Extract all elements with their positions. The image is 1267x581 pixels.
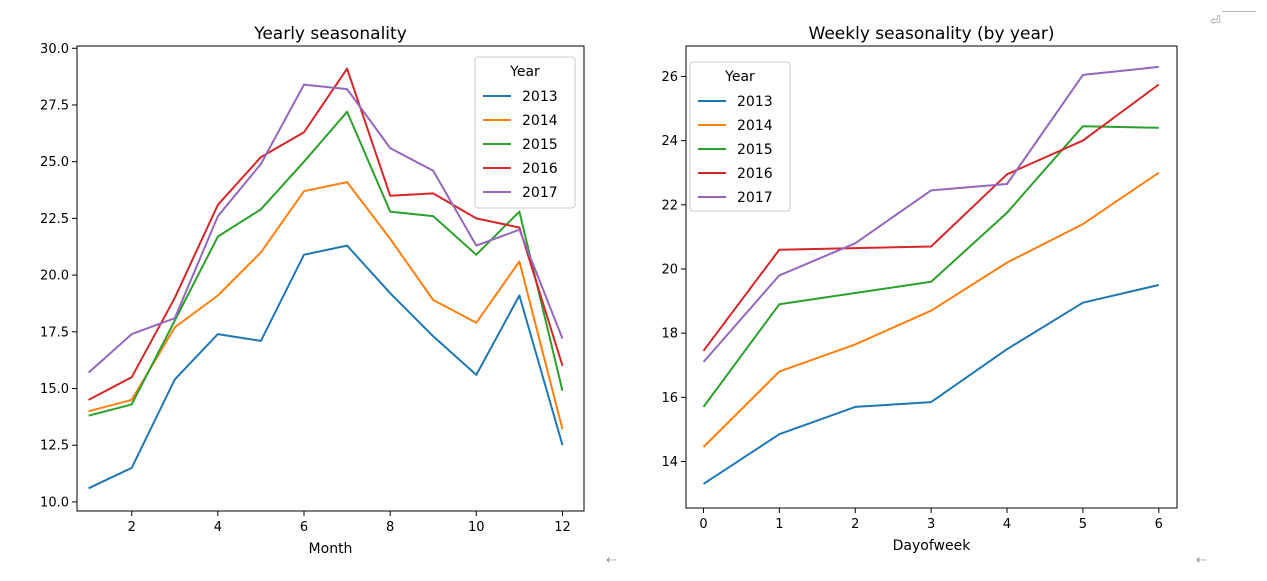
series-line-2015 (88, 110, 564, 417)
x-tick-label: 10 (468, 520, 485, 535)
series-line-2015 (702, 125, 1159, 408)
legend-label-2017: 2017 (737, 190, 773, 206)
legend-title: Year (724, 69, 755, 85)
x-tick-label: 2 (128, 520, 136, 535)
return-icon: ⏎ (1210, 14, 1221, 29)
legend-label-2014: 2014 (737, 118, 773, 134)
y-tick-label: 30.0 (40, 42, 69, 57)
y-tick-label: 22 (661, 198, 678, 213)
yearly-seasonality-chart: Yearly seasonality 2 4 6 8 10 12 10.0 12.5 15.0 17… (40, 24, 585, 557)
x-tick-label: 6 (1155, 517, 1163, 532)
x-tick-label: 1 (775, 517, 783, 532)
y-tick-label: 12.5 (40, 439, 69, 454)
series-line-2017 (702, 65, 1159, 363)
weekly-seasonality-chart: Weekly seasonality (by year) 0 1 2 3 4 5 6 14 16 1… (661, 24, 1178, 554)
chart-title: Weekly seasonality (by year) (809, 24, 1055, 44)
y-tick-label: 24 (661, 134, 678, 149)
legend-label-2013: 2013 (522, 89, 558, 105)
legend-label-2013: 2013 (737, 94, 773, 110)
y-tick-label: 18 (661, 327, 678, 342)
plot-frame (76, 45, 585, 512)
x-tick-label: 2 (851, 517, 859, 532)
x-tick-label: 0 (699, 517, 707, 532)
x-axis-label: Month (309, 541, 353, 557)
y-tick-label: 20.0 (40, 269, 69, 284)
legend-label-2016: 2016 (737, 166, 773, 182)
x-tick-label: 4 (214, 520, 222, 535)
y-tick-label: 25.0 (40, 155, 69, 170)
legend: Year 2013 2014 2015 2016 2017 (474, 56, 576, 209)
legend-label-2015: 2015 (522, 137, 558, 153)
series-line-2014 (702, 171, 1160, 448)
y-tick-label: 22.5 (40, 212, 69, 227)
y-tick-label: 10.0 (40, 495, 69, 510)
legend-label-2016: 2016 (522, 161, 558, 177)
legend-box (474, 56, 576, 209)
legend-title: Year (509, 64, 540, 80)
x-tick-label: 3 (927, 517, 935, 532)
y-tick-label: 16 (661, 391, 678, 406)
x-tick-label: 12 (554, 520, 571, 535)
series-line-2014 (88, 181, 564, 430)
x-tick-label: 4 (1003, 517, 1011, 532)
chart-title: Yearly seasonality (253, 24, 407, 44)
legend: Year 2013 2014 2015 2016 2017 (689, 61, 791, 212)
y-tick-label: 17.5 (40, 325, 69, 340)
y-tick-label: 26 (661, 70, 678, 85)
x-tick-label: 8 (386, 520, 394, 535)
legend-label-2014: 2014 (522, 113, 558, 129)
y-tick-label: 15.0 (40, 382, 69, 397)
x-tick-label: 6 (300, 520, 308, 535)
output-divider (1222, 11, 1256, 12)
y-tick-label: 20 (661, 262, 678, 277)
legend-label-2015: 2015 (737, 142, 773, 158)
left-arrow-icon: ⇠ (1196, 553, 1207, 568)
y-tick-label: 27.5 (40, 98, 69, 113)
legend-label-2017: 2017 (522, 185, 558, 201)
left-arrow-icon: ⇠ (606, 553, 617, 568)
series-line-2016 (88, 67, 564, 401)
series-line-2013 (88, 244, 564, 490)
series-line-2017 (87, 83, 564, 374)
x-axis-label: Dayofweek (893, 538, 972, 554)
y-tick-label: 14 (661, 455, 678, 470)
series-line-2013 (702, 284, 1160, 485)
series-line-2016 (702, 83, 1160, 352)
x-tick-label: 5 (1079, 517, 1087, 532)
